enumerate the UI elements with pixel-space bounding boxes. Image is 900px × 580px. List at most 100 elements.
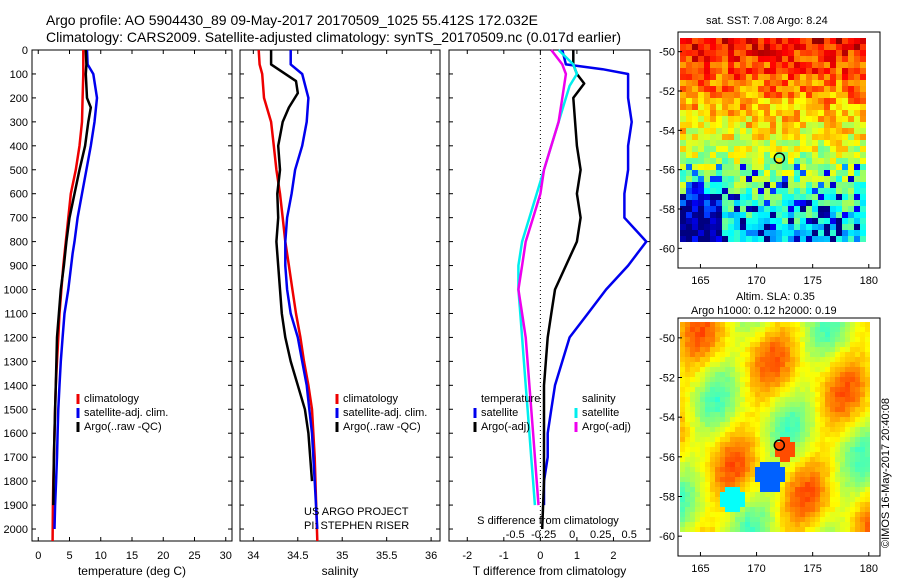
legend-label: satellite-adj. clim. [343,407,427,419]
sla-map-title-2: Argo h1000: 0.12 h2000: 0.19 [691,305,837,317]
map-y-tick-label: -52 [659,373,675,385]
x-tick-label: 2 [610,550,616,562]
sla-map-title-1: Altim. SLA: 0.35 [736,291,815,303]
y-tick-label: 900 [10,261,28,273]
map-y-tick-label: -50 [659,47,675,59]
y-tick-label: 200 [10,93,28,105]
map-x-tick-label: 170 [747,563,765,575]
legend-heading-temperature: temperature [481,393,540,405]
y-tick-label: 2000 [4,524,28,536]
map-x-tick-label: 165 [691,563,709,575]
legend-label: climatology [343,393,399,405]
series-line-satellite [517,49,579,506]
x2-tick-label: 0.5 [622,529,637,541]
x2-axis-label: S difference from climatology [477,515,619,527]
map-y-tick-label: -56 [659,452,675,464]
x-tick-label: 0 [537,550,543,562]
map-y-tick-label: -60 [659,531,675,543]
y-tick-label: 1900 [4,500,28,512]
map-y-tick-label: -60 [659,243,675,255]
pi-label: PI: STEPHEN RISER [304,520,409,532]
map-x-tick-label: 170 [747,275,765,287]
x-axis-label: temperature (deg C) [78,564,186,578]
series-line-satellite [542,49,648,506]
x2-tick-label: 0 [569,529,575,541]
y-tick-label: 0 [22,45,28,57]
x-tick-label: 34 [247,550,259,562]
map-field-1 [680,38,866,242]
map-x-tick-label: 165 [691,275,709,287]
x-tick-label: 35 [336,550,348,562]
x-tick-label: 36 [425,550,437,562]
argo-position-marker [773,152,786,164]
y-tick-label: 600 [10,189,28,201]
x-tick-label: 5 [66,550,72,562]
series-line-satellite-adj-clim- [284,50,319,530]
profile-panel-frame-3 [448,49,651,542]
x-tick-label: 35.5 [376,550,397,562]
y-tick-label: 700 [10,213,28,225]
x-tick-label: 1 [574,550,580,562]
x-tick-label: -1 [499,550,509,562]
series-line-argo-adj- [517,49,568,506]
map-y-tick-label: -52 [659,86,675,98]
map-y-tick-label: -58 [659,204,675,216]
sst-map-title: sat. SST: 7.08 Argo: 8.24 [706,15,828,27]
x-tick-label: -2 [462,550,472,562]
map-y-tick-label: -54 [659,125,675,137]
x-tick-label: 15 [126,550,138,562]
legend-label: satellite-adj. clim. [84,407,168,419]
y-tick-label: 1100 [4,308,28,320]
map-y-tick-label: -58 [659,492,675,504]
legend-heading-salinity: salinity [582,393,616,405]
argo-position-marker [773,439,786,451]
map-y-tick-label: -56 [659,165,675,177]
map-x-tick-label: 175 [803,563,821,575]
y-tick-label: 100 [10,69,28,81]
y-tick-label: 1000 [4,285,28,297]
legend-label: Argo(..raw -QC) [84,421,162,433]
legend-label: satellite [481,407,518,419]
y-tick-label: 1400 [4,380,28,392]
y-tick-label: 1800 [4,476,28,488]
y-tick-label: 400 [10,141,28,153]
map-y-tick-label: -54 [659,412,675,424]
map-y-tick-label: -50 [659,333,675,345]
y-tick-label: 1300 [4,356,28,368]
map-x-tick-label: 175 [803,275,821,287]
x-tick-label: 0 [35,550,41,562]
legend-label: Argo(-adj) [582,421,631,433]
legend-label: Argo(..raw -QC) [343,421,421,433]
x-tick-label: 10 [95,550,107,562]
series-line-argo-raw-qc- [52,49,93,506]
map-x-tick-label: 180 [860,563,878,575]
series-line-satellite-adj-clim- [53,49,99,530]
title-line-1: Argo profile: AO 5904430_89 09-May-2017 … [46,12,538,28]
map-x-tick-label: 180 [860,275,878,287]
series-line-argo-raw-qc- [269,50,314,482]
x-tick-label: 25 [188,550,200,562]
x-tick-label: 20 [157,550,169,562]
x-axis-label: salinity [322,564,359,578]
series-line-argo-adj- [540,50,586,530]
x-axis-label: T difference from climatology [473,564,627,578]
map-field-2 [680,322,870,532]
project-label: US ARGO PROJECT [304,506,409,518]
y-tick-label: 500 [10,165,28,177]
y-tick-label: 1600 [4,428,28,440]
legend-label: Argo(-adj) [481,421,530,433]
x2-tick-label: 0.25 [590,529,611,541]
y-tick-label: 300 [10,117,28,129]
title-line-2: Climatology: CARS2009. Satellite-adjuste… [46,29,622,45]
y-tick-label: 1500 [4,404,28,416]
legend-label: satellite [582,407,619,419]
y-tick-label: 800 [10,237,28,249]
x2-tick-label: -0.5 [506,529,525,541]
legend-label: climatology [84,393,140,405]
x-tick-label: 34.5 [287,550,308,562]
x-tick-label: 30 [220,550,232,562]
profile-panel-frame-2 [239,49,441,542]
y-tick-label: 1200 [4,332,28,344]
x2-tick-label: -0.25 [531,529,556,541]
